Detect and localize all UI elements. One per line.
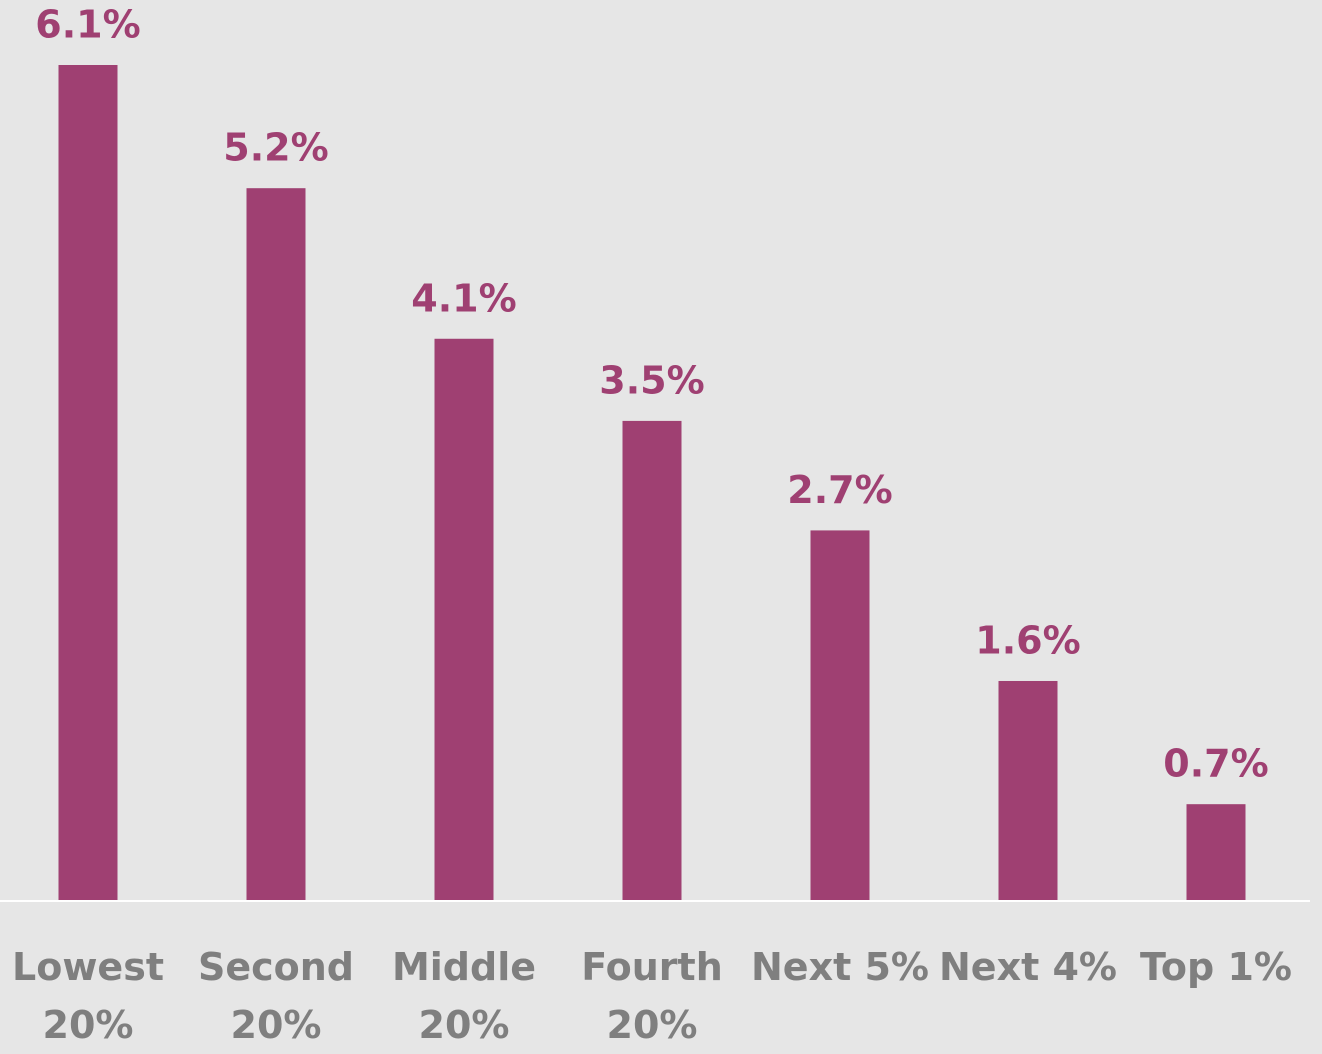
bar: [1186, 804, 1246, 900]
x-tick-label: Fourth 20%: [581, 945, 723, 1047]
bar: [246, 188, 306, 900]
bar: [58, 65, 118, 900]
bar: [998, 680, 1058, 900]
bar: [622, 420, 682, 900]
x-tick-label: Next 4%: [939, 945, 1117, 989]
value-label: 0.7%: [1163, 742, 1268, 786]
bar: [434, 338, 494, 900]
x-tick-label: Next 5%: [751, 945, 929, 989]
value-label: 3.5%: [599, 358, 704, 402]
x-tick-label: Middle 20%: [391, 945, 537, 1047]
value-label: 1.6%: [975, 618, 1080, 662]
value-label: 2.7%: [787, 468, 892, 512]
value-label: 4.1%: [411, 276, 516, 320]
value-label: 6.1%: [35, 3, 140, 47]
x-tick-label: Lowest 20%: [12, 945, 164, 1047]
value-label: 5.2%: [223, 126, 328, 170]
bar: [810, 530, 870, 900]
x-tick-label: Top 1%: [1140, 945, 1292, 989]
x-tick-label: Second 20%: [197, 945, 355, 1047]
